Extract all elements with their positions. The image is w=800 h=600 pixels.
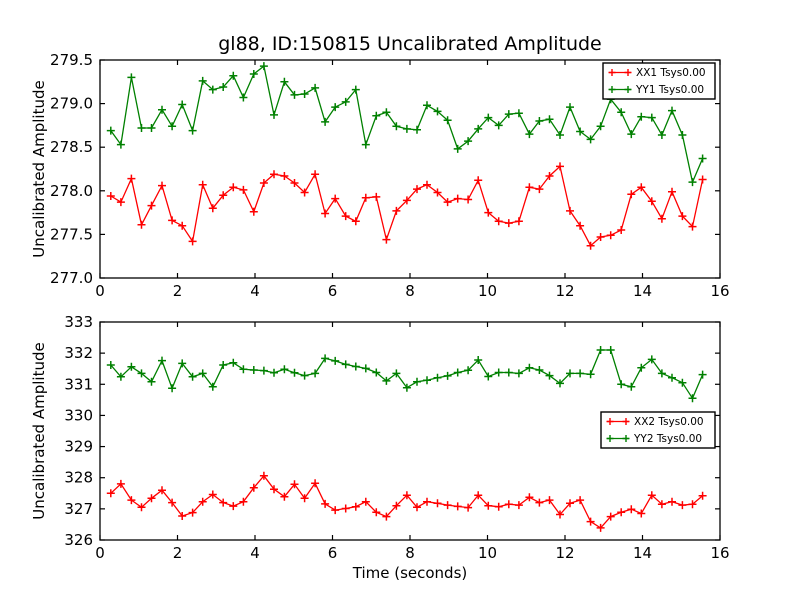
- axes-border: [99, 321, 721, 541]
- legend-entry-label: YY1 Tsys0.00: [635, 84, 704, 96]
- legend-sample-markers: [608, 86, 632, 93]
- x-tick-label: 0: [95, 282, 105, 300]
- x-tick-label: 6: [328, 544, 338, 562]
- x-tick-label: 16: [710, 282, 729, 300]
- axes-border: [99, 59, 721, 279]
- series-markers-yy2: [106, 346, 707, 403]
- x-tick-label: 12: [555, 544, 574, 562]
- bottom-y-axis-label: Uncalibrated Amplitude: [30, 342, 48, 519]
- y-tick-label: 331: [64, 375, 93, 393]
- x-tick-label: 4: [250, 544, 260, 562]
- legend-box: [602, 62, 716, 100]
- legend-entry-label: XX1 Tsys0.00: [636, 67, 706, 79]
- y-tick-label: 329: [64, 438, 93, 456]
- x-axis-label: Time (seconds): [352, 564, 468, 582]
- y-tick-label: 278.5: [50, 138, 93, 156]
- legend-box: [600, 411, 716, 449]
- x-tick-label: 2: [173, 282, 183, 300]
- x-tick-label: 2: [173, 544, 183, 562]
- bottom-panel: 0 2 4 6 8 10 12 14 16 326 327 328 329 330 331 332 333 XX2…: [64, 313, 729, 562]
- x-tick-label: 12: [555, 282, 574, 300]
- x-tick-label: 14: [633, 282, 652, 300]
- y-tick-label: 332: [64, 344, 93, 362]
- series-markers-xx2: [106, 471, 707, 532]
- legend-sample-markers: [606, 435, 630, 442]
- y-tick-label: 330: [64, 406, 93, 424]
- y-tick-label: 328: [64, 469, 93, 487]
- x-tick-label: 8: [405, 544, 415, 562]
- y-tick-label: 279.5: [50, 51, 93, 69]
- legend-entry-label: XX2 Tsys0.00: [634, 416, 704, 428]
- y-tick-label: 277.0: [50, 269, 93, 287]
- x-tick-label: 6: [328, 282, 338, 300]
- y-tick-label: 327: [64, 500, 93, 518]
- y-tick-label: 277.5: [50, 225, 93, 243]
- series-markers-yy1: [106, 62, 707, 187]
- top-y-axis-label: Uncalibrated Amplitude: [30, 80, 48, 257]
- series-line-xx1: [110, 165, 704, 247]
- x-tick-label: 10: [478, 282, 497, 300]
- figure-title: gl88, ID:150815 Uncalibrated Amplitude: [218, 33, 602, 55]
- x-tick-label: 0: [95, 544, 105, 562]
- legend-sample-markers: [606, 418, 630, 425]
- x-tick-label: 16: [710, 544, 729, 562]
- x-tick-label: 14: [633, 544, 652, 562]
- y-tick-label: 279.0: [50, 95, 93, 113]
- series-markers-xx1: [106, 162, 707, 250]
- y-tick-label: 278.0: [50, 182, 93, 200]
- x-tick-label: 4: [250, 282, 260, 300]
- legend-entry-label: YY2 Tsys0.00: [633, 433, 702, 445]
- top-panel: 0 2 4 6 8 10 12 14 16 277.0 277.5 278.0 278.5 279.0 27…: [50, 51, 730, 300]
- legend-sample-markers: [608, 69, 632, 76]
- y-tick-label: 326: [64, 531, 93, 549]
- y-tick-label: 333: [64, 313, 93, 331]
- x-tick-label: 10: [478, 544, 497, 562]
- x-tick-label: 8: [405, 282, 415, 300]
